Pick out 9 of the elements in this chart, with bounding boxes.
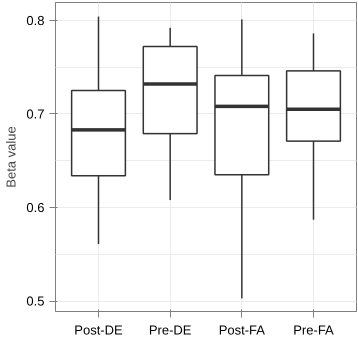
y-axis-title: Beta value bbox=[3, 126, 18, 188]
x-tick-label: Post-DE bbox=[74, 322, 124, 338]
y-tick-label: 0.6 bbox=[26, 200, 45, 216]
y-tick-label: 0.5 bbox=[26, 294, 45, 309]
y-tick-label: 0.7 bbox=[26, 106, 45, 122]
x-tick-label: Pre-FA bbox=[293, 322, 334, 338]
y-tick-label: 0.8 bbox=[26, 12, 45, 28]
x-tick-label: Post-FA bbox=[218, 322, 266, 338]
x-tick-label: Pre-DE bbox=[148, 322, 192, 338]
